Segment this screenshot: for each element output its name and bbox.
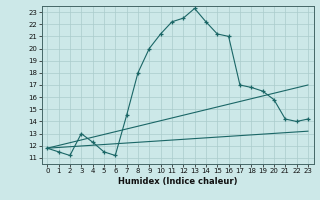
X-axis label: Humidex (Indice chaleur): Humidex (Indice chaleur) bbox=[118, 177, 237, 186]
